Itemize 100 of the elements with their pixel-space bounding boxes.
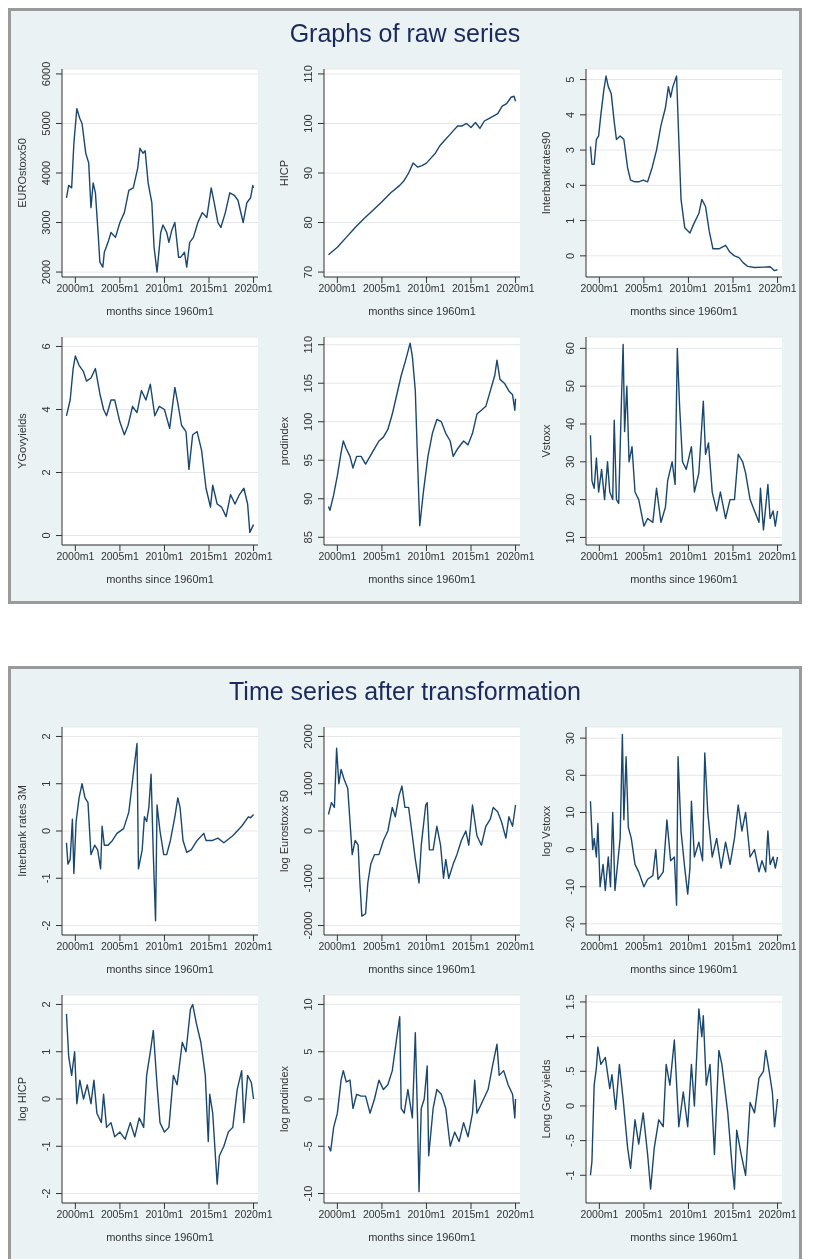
y-tick-label: 0 xyxy=(564,252,576,259)
x-tick-label: 2000m1 xyxy=(56,550,95,563)
x-tick-label: 2020m1 xyxy=(496,550,535,563)
x-axis-title: months since 1960m1 xyxy=(630,963,738,975)
y-tick-label: -20 xyxy=(564,915,576,932)
y-tick-label: 5000 xyxy=(40,111,52,136)
y-axis-title: HICP xyxy=(277,159,290,187)
y-tick-label: 4 xyxy=(40,406,52,413)
x-tick-label: 2020m1 xyxy=(234,550,273,563)
y-tick-label: 6 xyxy=(40,343,52,350)
y-tick-label: 95 xyxy=(302,454,314,467)
x-tick-label: 2005m1 xyxy=(100,940,140,953)
x-tick-label: 2015m1 xyxy=(714,940,753,953)
y-tick-label: 100 xyxy=(302,412,314,431)
y-tick-label: 10 xyxy=(564,531,576,544)
x-tick-label: 2015m1 xyxy=(190,940,229,953)
y-tick-label: 3 xyxy=(564,147,576,154)
y-tick-label: 1000 xyxy=(302,771,314,796)
y-tick-label: -2 xyxy=(40,1188,52,1199)
y-axis-title: log prodindex xyxy=(277,1065,290,1133)
x-tick-label: 2020m1 xyxy=(758,1208,797,1221)
line-series xyxy=(65,107,255,273)
line-series xyxy=(327,95,517,256)
x-tick-label: 2020m1 xyxy=(234,282,273,295)
y-tick-label: 0 xyxy=(40,827,52,835)
x-axis-title: months since 1960m1 xyxy=(368,305,476,317)
y-tick-label: 30 xyxy=(564,455,576,468)
y-axis-title: Vstoxx xyxy=(539,424,552,458)
y-tick-label: 20 xyxy=(564,493,576,506)
y-tick-label: 0 xyxy=(564,1102,576,1109)
y-tick-label: 0 xyxy=(302,1095,314,1103)
line-series xyxy=(589,75,779,272)
x-tick-label: 2000m1 xyxy=(580,940,619,953)
y-tick-label: -2 xyxy=(40,920,52,931)
y-axis-title: log Vstoxx xyxy=(539,805,552,857)
y-tick-label: -5 xyxy=(302,1141,314,1152)
y-tick-label: 1 xyxy=(40,780,52,787)
x-tick-label: 2020m1 xyxy=(758,282,797,295)
x-tick-label: 2005m1 xyxy=(362,550,402,563)
y-tick-label: 1 xyxy=(564,217,576,224)
x-tick-label: 2015m1 xyxy=(452,940,491,953)
y-axis-title: Long Gov yields xyxy=(539,1059,552,1139)
x-tick-label: 2010m1 xyxy=(145,550,184,563)
x-tick-label: 2005m1 xyxy=(100,282,140,295)
x-tick-label: 2010m1 xyxy=(407,1208,446,1221)
y-axis-title: Interbank rates 3M xyxy=(15,785,28,877)
line-series xyxy=(65,355,255,534)
y-tick-label: -.5 xyxy=(564,1134,576,1148)
x-tick-label: 2015m1 xyxy=(452,282,491,295)
x-axis-title: months since 1960m1 xyxy=(106,1231,214,1243)
x-axis-title: months since 1960m1 xyxy=(368,963,476,975)
x-tick-label: 2010m1 xyxy=(145,282,184,295)
y-tick-label: -1 xyxy=(40,873,52,884)
x-tick-label: 2010m1 xyxy=(145,940,184,953)
y-axis-title: Interbankrates90 xyxy=(539,131,552,215)
y-tick-label: 4 xyxy=(564,111,576,118)
y-tick-label: 110 xyxy=(302,335,314,354)
y-tick-label: 0 xyxy=(564,846,576,853)
x-tick-label: 2000m1 xyxy=(580,1208,619,1221)
x-tick-label: 2020m1 xyxy=(234,940,273,953)
line-series xyxy=(327,1016,517,1193)
y-axis-title: EUROstoxx50 xyxy=(15,138,28,208)
y-tick-label: 6000 xyxy=(40,61,52,87)
x-tick-label: 2020m1 xyxy=(234,1208,273,1221)
x-tick-label: 2020m1 xyxy=(758,550,797,563)
x-tick-label: 2000m1 xyxy=(318,940,357,953)
y-tick-label: 0 xyxy=(302,827,314,835)
y-tick-label: 90 xyxy=(302,492,314,505)
x-axis-title: months since 1960m1 xyxy=(106,573,214,585)
y-tick-label: 1 xyxy=(40,1048,52,1055)
y-tick-label: 0 xyxy=(40,1095,52,1103)
y-tick-label: 5 xyxy=(564,76,576,83)
x-axis-title: months since 1960m1 xyxy=(368,1231,476,1243)
y-tick-label: 1 xyxy=(564,1033,576,1040)
y-tick-label: -1 xyxy=(40,1141,52,1152)
y-tick-label: 1.5 xyxy=(564,994,576,1010)
y-tick-label: -1000 xyxy=(302,864,314,893)
x-tick-label: 2005m1 xyxy=(100,550,140,563)
x-tick-label: 2000m1 xyxy=(56,1208,95,1221)
x-tick-label: 2020m1 xyxy=(496,282,535,295)
x-tick-label: 2015m1 xyxy=(714,1208,753,1221)
chart-title: Time series after transformation xyxy=(228,676,582,707)
x-axis-title: months since 1960m1 xyxy=(106,963,214,975)
y-tick-label: 2 xyxy=(40,733,52,740)
x-tick-label: 2015m1 xyxy=(190,550,229,563)
x-tick-label: 2000m1 xyxy=(580,550,619,563)
x-tick-label: 2015m1 xyxy=(190,1208,229,1221)
y-tick-label: 110 xyxy=(302,65,314,83)
line-series xyxy=(589,733,779,906)
x-tick-label: 2005m1 xyxy=(362,1208,402,1221)
line-series xyxy=(327,747,517,917)
x-tick-label: 2000m1 xyxy=(580,282,619,295)
x-tick-label: 2005m1 xyxy=(624,550,664,563)
y-axis-title: log HICP xyxy=(15,1076,28,1122)
y-tick-label: 90 xyxy=(302,166,314,180)
y-axis-title: YGovyields xyxy=(15,412,28,469)
x-tick-label: 2000m1 xyxy=(318,550,357,563)
y-tick-label: 20 xyxy=(564,769,576,782)
x-tick-label: 2020m1 xyxy=(496,940,535,953)
y-tick-label: 70 xyxy=(302,265,314,279)
